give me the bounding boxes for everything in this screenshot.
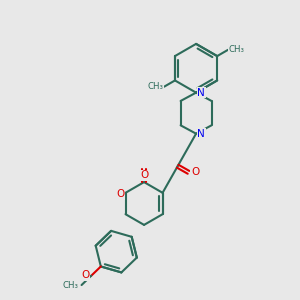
Text: CH₃: CH₃	[63, 280, 79, 290]
Text: CH₃: CH₃	[228, 45, 244, 54]
Text: CH₃: CH₃	[148, 82, 164, 91]
Text: O: O	[140, 170, 148, 180]
Text: O: O	[191, 167, 199, 177]
Text: N: N	[197, 129, 205, 139]
Text: O: O	[81, 270, 89, 280]
Text: N: N	[197, 88, 205, 98]
Text: O: O	[116, 189, 124, 199]
